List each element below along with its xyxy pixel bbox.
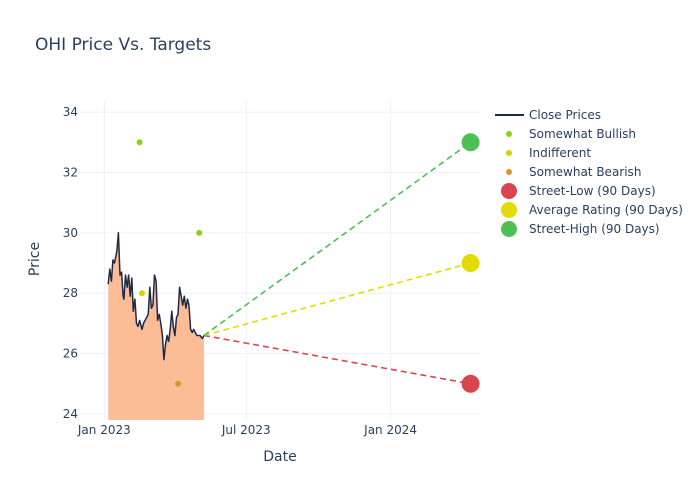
target-line (203, 141, 472, 337)
x-axis-title: Date (263, 449, 296, 465)
legend-swatch-circle (501, 221, 517, 237)
x-tick-label: Jan 2023 (77, 423, 131, 437)
close-price-area (108, 232, 204, 420)
legend-swatch-circle (501, 183, 517, 199)
legend-swatch-dot (506, 150, 512, 156)
rating-point (175, 380, 182, 387)
y-axis-title: Price (27, 242, 43, 276)
y-tick-label: 30 (63, 226, 78, 240)
legend-label: Street-Low (90 Days) (529, 184, 656, 198)
target-marker (461, 254, 480, 273)
target-markers (461, 133, 480, 393)
y-tick-label: 24 (63, 407, 78, 421)
y-tick-label: 28 (63, 286, 78, 300)
rating-point (136, 139, 143, 146)
target-line (203, 262, 471, 337)
x-tick-labels: Jan 2023 Jul 2023 Jan 2024 (77, 423, 417, 437)
legend-swatch-dot (506, 131, 512, 137)
legend-label: Somewhat Bearish (529, 165, 641, 179)
y-tick-label: 26 (63, 347, 78, 361)
legend-swatch-circle (501, 202, 517, 218)
target-marker (461, 133, 480, 152)
y-tick-label: 32 (63, 165, 78, 179)
legend-label: Somewhat Bullish (529, 127, 636, 141)
legend: Close Prices Somewhat Bullish Indifferent S… (495, 108, 683, 237)
target-line (203, 334, 471, 385)
target-lines (203, 141, 472, 385)
close-price-line (107, 232, 205, 361)
close-price-path (107, 232, 205, 361)
legend-label: Indifferent (529, 146, 591, 160)
target-marker (461, 374, 480, 393)
close-price-fill (108, 232, 204, 420)
legend-label: Close Prices (529, 108, 601, 122)
chart-title: OHI Price Vs. Targets (35, 35, 211, 55)
y-tick-label: 34 (63, 105, 78, 119)
analyst-ratings (136, 139, 203, 387)
legend-label: Average Rating (90 Days) (529, 203, 683, 217)
legend-swatch-dot (506, 169, 512, 175)
rating-point (196, 229, 203, 236)
x-tick-label: Jul 2023 (221, 423, 271, 437)
y-tick-labels: 24 26 28 30 32 34 (63, 105, 78, 421)
rating-point (138, 290, 145, 297)
legend-label: Street-High (90 Days) (529, 222, 660, 236)
x-tick-label: Jan 2024 (363, 423, 417, 437)
